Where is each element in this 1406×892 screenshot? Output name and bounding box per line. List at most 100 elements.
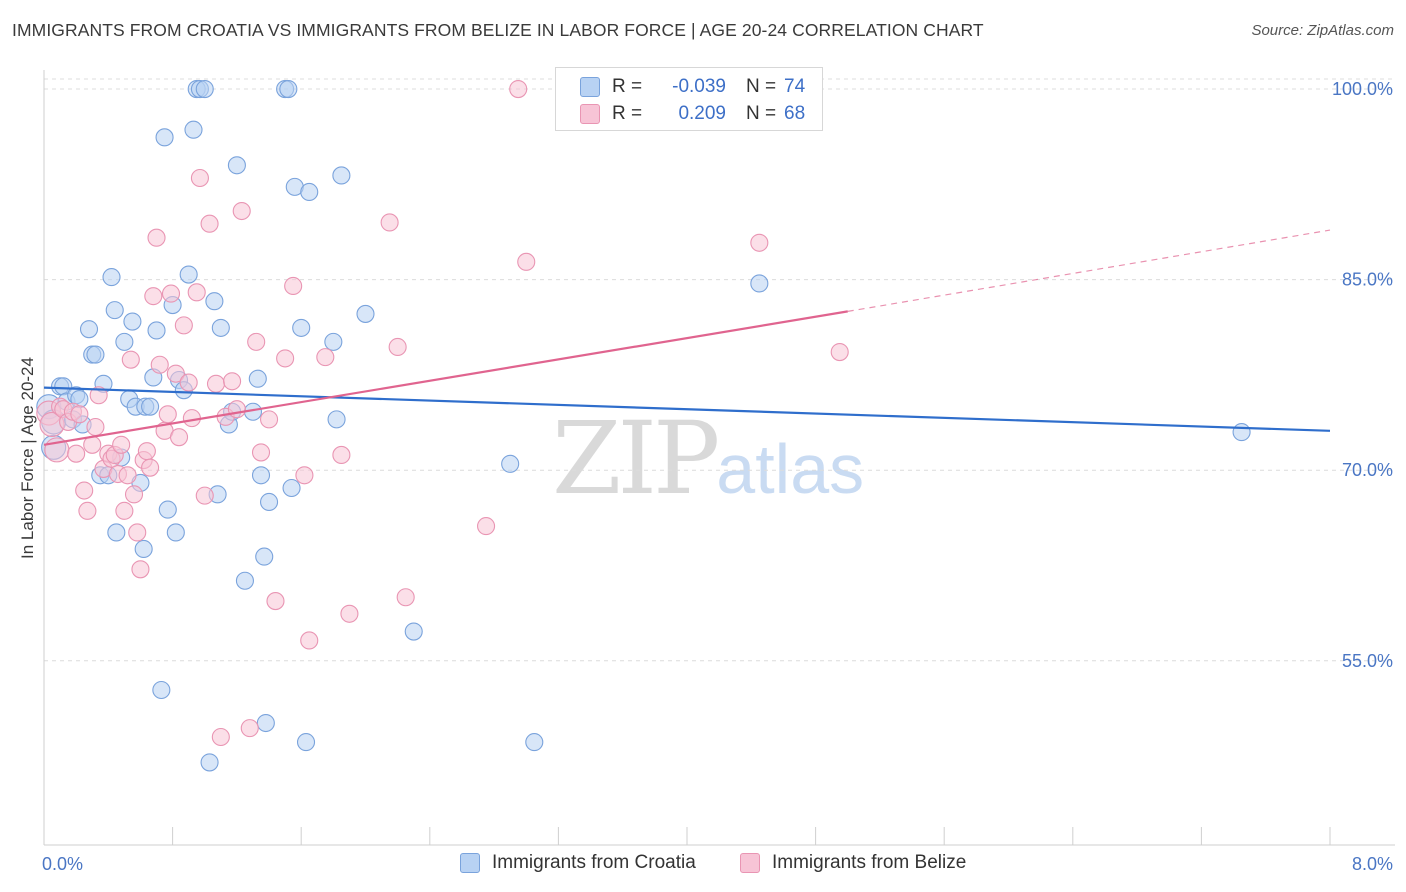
belize-point [396, 588, 415, 607]
croatia-n-label: N = [746, 76, 777, 97]
belize-point [150, 355, 169, 374]
belize-point [169, 428, 189, 447]
legend-belize-label: Immigrants from Belize [772, 852, 967, 873]
legend-row-belize: R = 0.209 N = 68 [580, 101, 805, 127]
belize-point [75, 481, 94, 500]
croatia-point [152, 680, 171, 700]
croatia-point [211, 318, 230, 337]
croatia-point [179, 265, 198, 284]
belize-point [340, 604, 359, 623]
belize-points [36, 80, 849, 747]
belize-point [251, 443, 271, 462]
belize-point [200, 214, 219, 233]
croatia-point [404, 622, 423, 641]
belize-trend-extension [847, 229, 1331, 312]
belize-point [517, 252, 536, 271]
croatia-point [105, 301, 124, 320]
croatia-point [155, 128, 174, 147]
croatia-n-value: 74 [784, 76, 806, 97]
croatia-point [166, 523, 185, 542]
croatia-point [501, 454, 520, 473]
belize-point [300, 631, 319, 650]
belize-point [141, 458, 160, 477]
belize-point [316, 348, 335, 367]
belize-point [509, 80, 528, 99]
croatia-point [184, 120, 203, 139]
croatia-point [123, 312, 142, 331]
belize-point [206, 374, 226, 393]
belize-point [830, 342, 849, 362]
croatia-point [195, 80, 214, 99]
belize-point [750, 233, 769, 252]
y-axis-title: In Labor Force | Age 20-24 [18, 357, 37, 559]
belize-point [144, 287, 163, 306]
belize-point [266, 592, 285, 611]
x-tick-label-max: 8.0% [1352, 854, 1393, 874]
y-tick-label: 55.0% [1342, 651, 1393, 671]
croatia-point [750, 274, 769, 293]
axis-labels: 55.0% 70.0% 85.0% 100.0% 0.0% 8.0% In Labor Fo… [18, 79, 1393, 874]
belize-point [174, 316, 193, 335]
belize-point [161, 284, 181, 303]
belize-point [247, 332, 266, 351]
belize-point [477, 517, 496, 536]
belize-point [147, 228, 166, 247]
x-tick-label-min: 0.0% [42, 854, 83, 874]
croatia-point [235, 571, 254, 590]
belize-point [240, 719, 259, 738]
belize-point [86, 417, 105, 437]
croatia-r-value: -0.039 [672, 76, 726, 97]
croatia-point [1232, 423, 1251, 442]
belize-point [187, 283, 206, 302]
legend-belize-swatch [740, 853, 760, 873]
belize-trend-line [43, 310, 848, 446]
series-legend: Immigrants from Croatia Immigrants from … [0, 852, 1406, 878]
belize-point [284, 276, 303, 296]
belize-point [124, 485, 144, 504]
belize-point [118, 466, 137, 485]
croatia-point [141, 397, 160, 416]
belize-point [276, 349, 295, 368]
croatia-point [327, 410, 346, 429]
belize-point [78, 501, 97, 520]
belize-point [182, 409, 201, 428]
croatia-point [332, 166, 351, 185]
belize-point [232, 201, 251, 221]
legend-item-belize[interactable]: Immigrants from Belize [740, 852, 966, 874]
belize-point [166, 364, 185, 383]
croatia-point [279, 80, 298, 99]
belize-point [195, 486, 214, 505]
croatia-point [282, 478, 301, 498]
croatia-point [200, 753, 219, 772]
belize-point [67, 444, 86, 463]
croatia-point [107, 523, 126, 542]
belize-point [227, 400, 246, 419]
croatia-point [255, 547, 274, 566]
belize-point [131, 560, 150, 579]
watermark-zip: ZIP [552, 400, 720, 517]
legend-croatia-label: Immigrants from Croatia [492, 852, 696, 873]
croatia-point [147, 321, 166, 340]
belize-point [89, 386, 108, 405]
croatia-point [86, 345, 105, 364]
belize-point [179, 373, 198, 392]
belize-point [121, 350, 140, 369]
croatia-point [158, 500, 177, 519]
croatia-point [248, 369, 267, 388]
belize-point [115, 501, 134, 520]
croatia-point [296, 733, 316, 752]
belize-point [158, 405, 177, 424]
stats-legend: R = -0.039 N = 74 R = 0.209 N = 68 [555, 67, 823, 131]
croatia-point [525, 733, 544, 752]
croatia-point [300, 182, 319, 202]
belize-n-value: 68 [784, 103, 806, 124]
croatia-point [292, 318, 311, 337]
belize-point [388, 337, 407, 357]
belize-point [112, 435, 131, 454]
legend-item-croatia[interactable]: Immigrants from Croatia [460, 852, 696, 874]
belize-r-value: 0.209 [678, 103, 726, 124]
croatia-point [134, 539, 153, 559]
y-tick-label: 70.0% [1342, 460, 1393, 480]
watermark: ZIPatlas [552, 400, 864, 517]
